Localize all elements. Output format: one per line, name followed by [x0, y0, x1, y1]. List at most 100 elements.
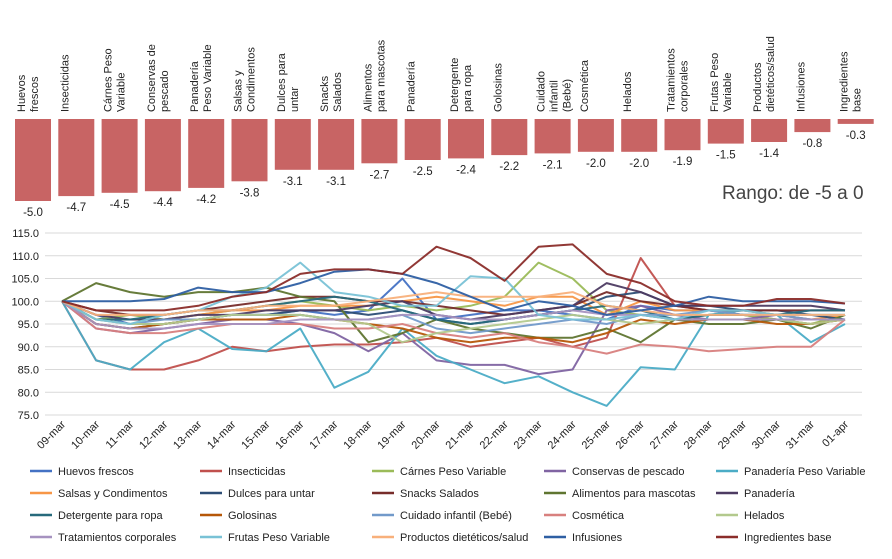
x-tick-label: 13-mar: [171, 418, 204, 451]
bar-category-label: PanaderíaPeso Variable: [189, 44, 214, 112]
bar-category-label-line: Productos: [752, 62, 764, 112]
bar-category-label-line: pescado: [159, 70, 171, 112]
bar-category-label: Detergentepara ropa: [449, 58, 474, 112]
y-tick-label: 85.0: [18, 365, 39, 377]
bar-value-label: -1.9: [673, 156, 693, 168]
bar-category-label: Golosinas: [492, 63, 504, 112]
bar-value-label: -0.8: [802, 138, 822, 150]
bar-category-label: Infusiones: [795, 61, 807, 112]
series-line: [61, 300, 845, 330]
legend-label: Cosmética: [572, 510, 625, 522]
legend-label: Cárnes Peso Variable: [400, 466, 506, 478]
bar-category-label-line: Variable: [116, 72, 128, 112]
bar-category-label: Frutas PesoVariable: [709, 53, 734, 112]
legend-label: Conservas de pescado: [572, 466, 685, 478]
bar-category-label: Dulces parauntar: [276, 52, 301, 112]
x-tick-label: 16-mar: [273, 418, 306, 451]
bar: [794, 119, 831, 133]
legend-label: Snacks Salados: [400, 488, 479, 500]
bar-value-label: -5.0: [23, 207, 43, 219]
bar-category-label-line: dietéticos/salud: [765, 36, 777, 112]
bar: [491, 119, 528, 156]
x-tick-label: 10-mar: [69, 418, 102, 451]
bar: [664, 119, 701, 151]
bar-category-label-line: Cárnes Peso: [103, 48, 115, 112]
bar: [837, 119, 874, 124]
bar: [58, 119, 95, 197]
x-tick-label: 09-mar: [35, 418, 68, 451]
x-tick-label: 25-mar: [580, 418, 613, 451]
legend-label: Cuidado infantil (Bebé): [400, 510, 512, 522]
bar-value-label: -2.0: [629, 158, 649, 170]
y-tick-label: 90.0: [18, 342, 39, 354]
legend-label: Infusiones: [572, 532, 623, 544]
bar-category-label-line: Dulces para: [276, 52, 288, 112]
legend-label: Panadería: [744, 488, 796, 500]
bar: [707, 119, 744, 144]
x-tick-label: 15-mar: [239, 418, 272, 451]
series-line: [61, 282, 846, 344]
legend-label: Helados: [744, 510, 785, 522]
bar: [577, 119, 614, 152]
bar: [621, 119, 658, 152]
bar-category-label-line: Helados: [622, 71, 634, 112]
bar-category-label-line: Cosmética: [579, 59, 591, 112]
x-tick-label: 27-mar: [648, 418, 681, 451]
bar-value-label: -4.2: [196, 194, 216, 206]
bar-value-label: -2.0: [586, 158, 606, 170]
x-tick-label: 20-mar: [409, 418, 442, 451]
bar-category-label-line: para mascotas: [375, 39, 387, 112]
bar-category-label-line: Panadería: [406, 60, 418, 112]
bar-category-label: Cuidadoinfantil(Bebé): [536, 71, 574, 112]
range-label: Rango: de -5 a 0: [722, 183, 864, 204]
x-tick-label: 28-mar: [682, 418, 715, 451]
legend-label: Tratamientos corporales: [58, 532, 177, 544]
bar-category-label-line: Condimentos: [246, 47, 258, 112]
x-tick-label: 21-mar: [443, 418, 476, 451]
legend-label: Frutas Peso Variable: [228, 532, 330, 544]
x-tick-label: 01-apr: [820, 418, 851, 449]
bar-category-label-line: Golosinas: [492, 63, 504, 112]
bar-category-label-line: Huevos: [16, 74, 28, 112]
bar-category-label-line: corporales: [679, 60, 691, 112]
bar-category-label: Alimentospara mascotas: [362, 39, 387, 112]
bar-category-label-line: frescos: [29, 76, 41, 112]
bar-category-label: Cárnes PesoVariable: [103, 48, 128, 112]
bar: [274, 119, 311, 170]
bar-category-label-line: Salsas y: [233, 70, 245, 112]
bar-value-label: -4.5: [110, 199, 130, 211]
x-tick-label: 31-mar: [784, 418, 817, 451]
bar-value-label: -2.4: [456, 164, 476, 176]
x-tick-label: 12-mar: [137, 418, 170, 451]
x-tick-label: 24-mar: [546, 418, 579, 451]
bar-category-label: Salsas yCondimentos: [233, 47, 258, 112]
bar-value-label: -2.7: [369, 169, 389, 181]
x-tick-label: 29-mar: [716, 418, 749, 451]
series-line: [61, 243, 846, 312]
bar-category-label: Huevosfrescos: [16, 74, 41, 112]
bar-value-label: -4.4: [153, 197, 173, 209]
bar-value-label: -4.7: [66, 202, 86, 214]
bar: [448, 119, 484, 159]
x-tick-label: 26-mar: [614, 418, 647, 451]
bar-value-label: -3.8: [240, 187, 260, 199]
bar-value-label: -3.1: [326, 176, 346, 188]
y-tick-label: 100.0: [11, 296, 39, 308]
x-tick-label: 23-mar: [512, 418, 545, 451]
bar: [15, 119, 51, 201]
bar: [318, 119, 355, 170]
legend-label: Huevos frescos: [58, 466, 134, 478]
x-tick-label: 30-mar: [750, 418, 783, 451]
series-line: [61, 300, 846, 355]
x-tick-label: 11-mar: [104, 418, 137, 451]
bar-category-label-line: Conservas de: [146, 44, 158, 112]
bar-category-label-line: Infusiones: [795, 61, 807, 112]
bar: [404, 119, 441, 160]
legend-label: Salsas y Condimentos: [58, 488, 168, 500]
x-tick-label: 14-mar: [205, 418, 238, 451]
bar-category-label-line: infantil: [549, 80, 561, 112]
bar-category-label-line: untar: [289, 87, 301, 112]
legend-label: Dulces para untar: [228, 488, 315, 500]
bar-category-label: Insecticidas: [59, 54, 71, 112]
bar-value-label: -3.1: [283, 176, 303, 188]
